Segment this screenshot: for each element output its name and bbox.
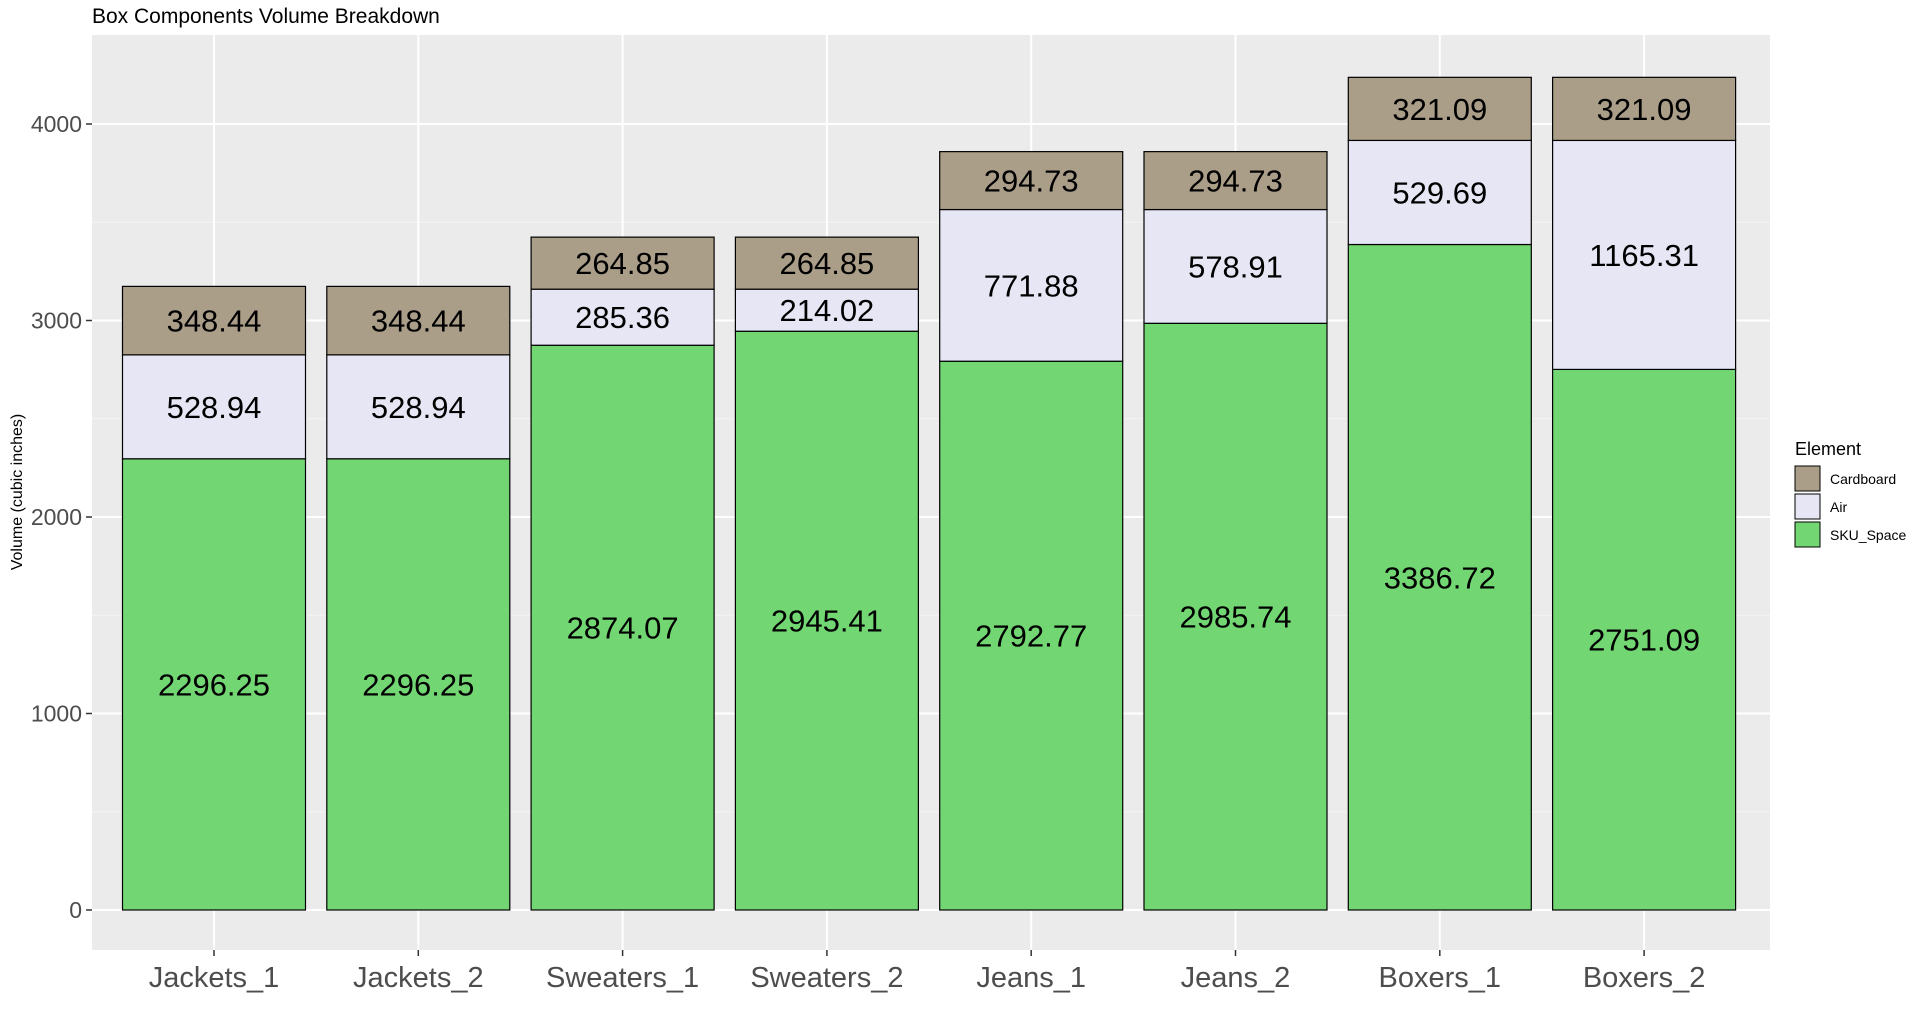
data-label: 321.09 [1392,92,1487,127]
bar-segment-cardboard [734,236,920,290]
x-tick-label: Jackets_2 [353,962,484,994]
data-label: 2296.25 [362,667,474,702]
x-tick-label: Jeans_2 [1181,962,1291,994]
y-tick-label: 3000 [31,308,82,334]
bar-stack-sweaters_2: 2945.41 214.02 264.85 [734,236,920,911]
y-tick-label: 0 [69,897,82,923]
x-tick-label: Boxers_2 [1583,962,1706,994]
legend: Element Cardboard Air SKU_Space [1794,439,1906,548]
chart-title: Box Components Volume Breakdown [92,5,440,28]
x-tick-label: Sweaters_1 [546,962,699,994]
bar-segment-cardboard [530,236,715,290]
data-label: 214.02 [779,293,874,328]
bar-segment-air [530,288,715,346]
y-tick-label: 4000 [31,111,82,137]
bar-stack-sweaters_1: 2874.07 285.36 264.85 [530,236,715,911]
data-label: 528.94 [167,390,262,425]
data-label: 2985.74 [1179,600,1291,635]
data-label: 2751.09 [1588,623,1700,658]
y-tick-label: 2000 [31,504,82,530]
bar-stack-boxers_2: 2751.09 1165.31 321.09 [1551,76,1737,911]
legend-label: Cardboard [1830,471,1896,487]
bar-segment-sku-space [1143,322,1328,911]
data-label: 264.85 [575,246,670,281]
legend-swatch-cardboard [1794,465,1821,492]
bar-segment-cardboard [1551,76,1737,142]
bar-segment-sku-space [530,344,715,911]
legend-title: Element [1795,439,1861,459]
bar-segment-sku-space [1551,368,1737,911]
bar-segment-air [1347,139,1532,246]
bar-segment-air [1143,208,1328,324]
legend-swatch-air [1794,493,1821,520]
data-label: 2792.77 [975,619,1087,654]
bar-segment-cardboard [1347,76,1532,142]
data-label: 3386.72 [1384,560,1496,595]
bar-stack-jeans_1: 2792.77 771.88 294.73 [939,151,1124,911]
data-label: 578.91 [1188,249,1283,284]
x-axis-ticks: Jackets_1 Jackets_2 Sweaters_1 Sweaters_2 Je… [149,950,1706,994]
bar-stack-jeans_2: 2985.74 578.91 294.73 [1143,151,1328,911]
legend-label: SKU_Space [1830,527,1906,543]
bar-stack-jackets_2: 2296.25 528.94 348.44 [326,285,511,911]
bar-segment-cardboard [121,285,307,356]
data-label: 529.69 [1392,175,1487,210]
legend-label: Air [1830,499,1847,515]
data-label: 1165.31 [1589,238,1699,273]
bar-segment-sku-space [939,360,1124,911]
data-label: 348.44 [167,304,262,339]
bar-segment-cardboard [1143,151,1328,211]
data-label: 285.36 [575,300,670,335]
data-label: 348.44 [371,304,466,339]
y-axis-label: Volume (cubic inches) [9,414,26,571]
bar-segment-cardboard [326,285,511,356]
y-axis-ticks: 0 1000 2000 3000 4000 [31,111,92,923]
data-label: 528.94 [371,390,466,425]
data-label: 2874.07 [567,611,679,646]
bar-segment-air [939,208,1124,362]
bar-segment-air [326,354,511,460]
data-label: 2945.41 [771,604,883,639]
bar-stack-jackets_1: 2296.25 528.94 348.44 [121,285,307,911]
y-tick-label: 1000 [31,701,82,727]
legend-swatch-sku-space [1794,521,1821,548]
data-label: 321.09 [1597,92,1692,127]
data-label: 294.73 [984,164,1079,199]
bar-stack-boxers_1: 3386.72 529.69 321.09 [1347,76,1532,911]
x-tick-label: Sweaters_2 [750,962,903,994]
bar-segment-sku-space [326,458,511,911]
bar-segment-air [1551,139,1737,371]
bar-segment-sku-space [1347,243,1532,911]
data-label: 771.88 [984,268,1079,303]
bars: 2296.25 528.94 348.44 2296.25 528.94 348.44 28… [121,76,1737,911]
x-tick-label: Boxers_1 [1379,962,1502,994]
x-tick-label: Jackets_1 [149,962,280,994]
data-label: 2296.25 [158,667,270,702]
x-tick-label: Jeans_1 [976,962,1086,994]
bar-segment-cardboard [939,151,1124,211]
data-label: 294.73 [1188,164,1283,199]
data-label: 264.85 [779,246,874,281]
bar-segment-air [121,354,307,460]
